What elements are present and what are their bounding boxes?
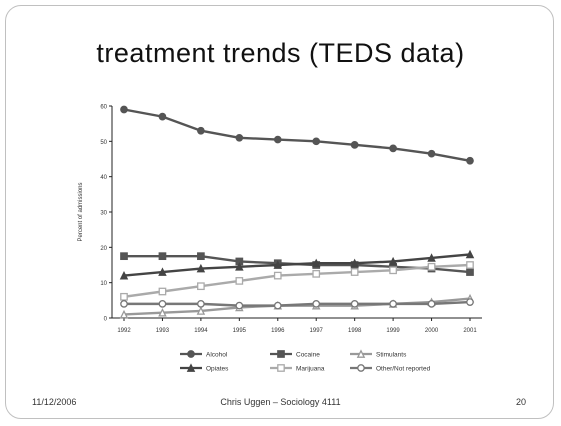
x-tick-label: 2001 bbox=[463, 328, 477, 334]
y-tick-label: 50 bbox=[100, 140, 107, 146]
page-number: 20 bbox=[515, 397, 526, 407]
y-tick-label: 20 bbox=[100, 246, 107, 252]
series-line bbox=[123, 108, 471, 162]
legend-marker bbox=[277, 350, 285, 358]
data-point bbox=[350, 268, 359, 276]
data-point bbox=[120, 105, 128, 114]
x-tick-label: 1995 bbox=[233, 328, 247, 334]
x-tick-label: 1992 bbox=[117, 328, 131, 334]
legend-label: Alcohol bbox=[206, 352, 228, 359]
data-point bbox=[158, 267, 167, 276]
data-point bbox=[350, 300, 359, 308]
data-point bbox=[350, 258, 359, 268]
y-tick-label: 40 bbox=[100, 175, 107, 181]
data-point bbox=[235, 133, 244, 142]
y-tick-label: 0 bbox=[104, 317, 108, 323]
data-point bbox=[389, 266, 397, 275]
data-point bbox=[119, 309, 129, 319]
data-point bbox=[273, 260, 283, 269]
x-tick-label: 1999 bbox=[386, 328, 400, 334]
data-point bbox=[158, 252, 167, 261]
data-point bbox=[312, 137, 321, 146]
x-tick-label: 1997 bbox=[310, 328, 324, 334]
x-tick-label: 1993 bbox=[156, 328, 170, 334]
data-point bbox=[196, 306, 206, 315]
line-chart: 0 10 20 30 40 50 60 Percent of admissions 1992 19… bbox=[78, 105, 482, 373]
data-point bbox=[235, 301, 244, 310]
series-line bbox=[123, 253, 471, 277]
data-point bbox=[312, 269, 321, 278]
data-point bbox=[273, 271, 282, 280]
data-point bbox=[196, 263, 206, 273]
slide-title: treatment trends (TEDS data) bbox=[96, 38, 465, 68]
data-point bbox=[197, 252, 205, 261]
data-point bbox=[311, 258, 321, 268]
legend-label: Opiates bbox=[206, 366, 229, 373]
data-point bbox=[466, 156, 474, 165]
data-point bbox=[158, 300, 167, 308]
data-point bbox=[273, 301, 282, 310]
data-point bbox=[158, 287, 167, 296]
y-tick-label: 30 bbox=[100, 211, 107, 217]
series-line bbox=[124, 300, 471, 307]
y-axis-label: Percent of admissions bbox=[78, 182, 84, 241]
data-point bbox=[389, 144, 397, 153]
y-tick-label: 10 bbox=[100, 281, 107, 287]
data-point bbox=[312, 300, 321, 308]
legend-marker bbox=[356, 349, 366, 358]
data-point bbox=[389, 300, 397, 308]
data-point bbox=[466, 268, 474, 276]
data-point bbox=[158, 112, 167, 121]
data-point bbox=[273, 135, 282, 144]
data-point bbox=[427, 262, 436, 271]
data-point bbox=[235, 262, 244, 271]
x-tick-label: 1994 bbox=[194, 328, 208, 334]
data-point bbox=[350, 141, 359, 149]
legend-marker bbox=[357, 364, 365, 372]
legend-label: Stimulants bbox=[376, 352, 407, 359]
legend-label: Cocaine bbox=[296, 352, 320, 359]
data-point bbox=[465, 249, 475, 259]
data-point bbox=[197, 300, 205, 308]
legend-marker bbox=[187, 350, 195, 358]
legend-label: Marijuana bbox=[296, 366, 325, 373]
data-point bbox=[120, 300, 128, 308]
data-point bbox=[120, 252, 128, 261]
footer-date: 11/12/2006 bbox=[32, 397, 77, 407]
x-tick-label: 2000 bbox=[425, 328, 439, 334]
data-point bbox=[158, 308, 167, 317]
data-point bbox=[235, 277, 244, 285]
slide-frame bbox=[5, 5, 554, 419]
data-point bbox=[427, 253, 436, 262]
data-point bbox=[427, 149, 436, 158]
legend-marker bbox=[186, 363, 196, 372]
data-point bbox=[197, 282, 205, 291]
legend-label: Other/Not reported bbox=[376, 366, 431, 373]
y-tick-label: 60 bbox=[100, 105, 107, 111]
x-tick-label: 1996 bbox=[271, 328, 285, 334]
legend-marker bbox=[277, 364, 285, 372]
data-point bbox=[388, 256, 398, 266]
data-point bbox=[120, 292, 128, 301]
data-point bbox=[119, 270, 129, 280]
series-line bbox=[123, 297, 471, 316]
data-point bbox=[427, 300, 436, 308]
data-point bbox=[197, 126, 205, 135]
footer-author: Chris Uggen – Sociology 4111 bbox=[220, 397, 341, 407]
series-line bbox=[123, 263, 471, 298]
data-point bbox=[466, 298, 474, 306]
data-point bbox=[466, 261, 474, 269]
x-tick-label: 1998 bbox=[348, 328, 362, 334]
